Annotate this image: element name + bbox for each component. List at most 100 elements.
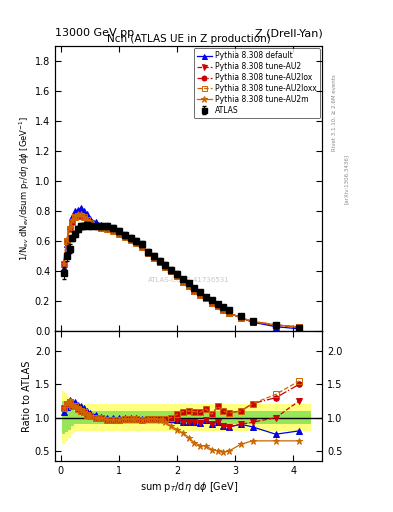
Pythia 8.308 default xyxy=(140,243,145,249)
Text: [arXiv:1306.3436]: [arXiv:1306.3436] xyxy=(344,154,349,204)
Pythia 8.308 tune-AU2m xyxy=(84,217,89,223)
Pythia 8.308 tune-AU2m xyxy=(128,237,133,243)
Text: Rivet 3.1.10, ≥ 2.6M events: Rivet 3.1.10, ≥ 2.6M events xyxy=(332,74,337,151)
Pythia 8.308 tune-AU2lox xyxy=(79,212,84,219)
Pythia 8.308 tune-AU2loxx xyxy=(180,279,185,285)
Pythia 8.308 tune-AU2lox xyxy=(204,295,208,301)
Pythia 8.308 tune-AU2lox xyxy=(122,233,127,240)
Pythia 8.308 default xyxy=(157,259,162,265)
Pythia 8.308 tune-AU2 xyxy=(169,268,174,274)
Pythia 8.308 tune-AU2 xyxy=(239,314,243,321)
Pythia 8.308 default xyxy=(122,232,127,238)
Pythia 8.308 tune-AU2m xyxy=(174,272,179,279)
Pythia 8.308 tune-AU2lox xyxy=(105,226,110,232)
Pythia 8.308 default xyxy=(215,303,220,309)
Pythia 8.308 tune-AU2m xyxy=(204,295,208,301)
Pythia 8.308 tune-AU2lox xyxy=(99,225,104,231)
Pythia 8.308 tune-AU2lox xyxy=(186,283,191,289)
Pythia 8.308 default xyxy=(239,314,243,321)
Pythia 8.308 tune-AU2m xyxy=(192,288,197,294)
Pythia 8.308 default xyxy=(93,219,98,225)
Pythia 8.308 tune-AU2m xyxy=(151,254,156,261)
Pythia 8.308 tune-AU2loxx xyxy=(79,212,84,219)
Pythia 8.308 tune-AU2lox xyxy=(192,288,197,294)
Pythia 8.308 tune-AU2 xyxy=(209,300,214,306)
Pythia 8.308 tune-AU2loxx xyxy=(204,295,208,301)
Pythia 8.308 tune-AU2loxx xyxy=(122,233,127,240)
Pythia 8.308 tune-AU2loxx xyxy=(146,250,151,256)
Pythia 8.308 tune-AU2loxx xyxy=(128,237,133,243)
Pythia 8.308 tune-AU2m xyxy=(105,226,110,232)
Pythia 8.308 tune-AU2lox xyxy=(134,240,139,246)
Pythia 8.308 tune-AU2loxx xyxy=(111,228,116,234)
Pythia 8.308 tune-AU2 xyxy=(84,217,89,223)
Pythia 8.308 tune-AU2m xyxy=(67,225,72,231)
Line: Pythia 8.308 tune-AU2m: Pythia 8.308 tune-AU2m xyxy=(60,210,303,331)
Pythia 8.308 tune-AU2lox xyxy=(180,279,185,285)
Pythia 8.308 tune-AU2m xyxy=(221,307,226,313)
Pythia 8.308 tune-AU2loxx xyxy=(93,223,98,229)
Pythia 8.308 tune-AU2lox xyxy=(67,226,72,232)
Pythia 8.308 default xyxy=(250,319,255,325)
Legend: Pythia 8.308 default, Pythia 8.308 tune-AU2, Pythia 8.308 tune-AU2lox, Pythia 8.: Pythia 8.308 default, Pythia 8.308 tune-… xyxy=(194,48,320,118)
Pythia 8.308 tune-AU2m xyxy=(70,217,75,223)
Pythia 8.308 default xyxy=(180,279,185,285)
Pythia 8.308 default xyxy=(79,205,84,211)
Pythia 8.308 tune-AU2m xyxy=(250,318,255,325)
Pythia 8.308 tune-AU2loxx xyxy=(227,310,231,316)
Pythia 8.308 tune-AU2 xyxy=(67,226,72,232)
Pythia 8.308 tune-AU2m xyxy=(88,220,92,226)
Pythia 8.308 default xyxy=(192,288,197,294)
Pythia 8.308 tune-AU2 xyxy=(146,250,151,256)
Pythia 8.308 tune-AU2lox xyxy=(198,292,203,298)
Pythia 8.308 tune-AU2 xyxy=(297,325,301,331)
Pythia 8.308 tune-AU2loxx xyxy=(117,230,121,237)
Pythia 8.308 tune-AU2m xyxy=(82,214,86,220)
Pythia 8.308 default xyxy=(274,324,278,330)
Pythia 8.308 tune-AU2lox xyxy=(93,223,98,229)
Pythia 8.308 tune-AU2m xyxy=(297,324,301,330)
Pythia 8.308 tune-AU2lox xyxy=(73,214,78,220)
Pythia 8.308 tune-AU2 xyxy=(192,288,197,294)
Pythia 8.308 tune-AU2lox xyxy=(111,228,116,234)
Pythia 8.308 tune-AU2lox xyxy=(88,220,92,226)
Pythia 8.308 default xyxy=(174,272,179,279)
Title: Nch (ATLAS UE in Z production): Nch (ATLAS UE in Z production) xyxy=(107,34,270,44)
Pythia 8.308 tune-AU2loxx xyxy=(209,300,214,306)
Pythia 8.308 tune-AU2 xyxy=(73,214,78,220)
Pythia 8.308 tune-AU2m xyxy=(157,259,162,265)
Pythia 8.308 tune-AU2loxx xyxy=(134,240,139,246)
Pythia 8.308 tune-AU2 xyxy=(274,322,278,328)
Pythia 8.308 tune-AU2 xyxy=(174,272,179,279)
Pythia 8.308 tune-AU2m xyxy=(274,322,278,328)
Pythia 8.308 tune-AU2loxx xyxy=(174,272,179,279)
Pythia 8.308 tune-AU2lox xyxy=(250,318,255,325)
Pythia 8.308 tune-AU2loxx xyxy=(163,264,168,270)
Pythia 8.308 tune-AU2 xyxy=(163,264,168,270)
Pythia 8.308 tune-AU2loxx xyxy=(140,244,145,250)
Pythia 8.308 tune-AU2m xyxy=(163,264,168,270)
Pythia 8.308 tune-AU2m xyxy=(76,211,81,217)
X-axis label: sum p$_T$/d$\eta$ d$\phi$ [GeV]: sum p$_T$/d$\eta$ d$\phi$ [GeV] xyxy=(140,480,238,494)
Pythia 8.308 default xyxy=(128,235,133,241)
Pythia 8.308 default xyxy=(82,208,86,214)
Pythia 8.308 tune-AU2loxx xyxy=(88,220,92,226)
Pythia 8.308 tune-AU2m xyxy=(134,240,139,246)
Pythia 8.308 tune-AU2lox xyxy=(76,212,81,219)
Pythia 8.308 tune-AU2 xyxy=(70,219,75,225)
Pythia 8.308 tune-AU2 xyxy=(88,220,92,226)
Line: Pythia 8.308 tune-AU2lox: Pythia 8.308 tune-AU2lox xyxy=(61,213,302,330)
Pythia 8.308 tune-AU2 xyxy=(128,237,133,243)
Pythia 8.308 tune-AU2lox xyxy=(209,300,214,306)
Y-axis label: 1/N$_{ev}$ dN$_{ev}$/dsum p$_T$/d$\eta$ d$\phi$ [GeV$^{-1}$]: 1/N$_{ev}$ dN$_{ev}$/dsum p$_T$/d$\eta$ … xyxy=(18,116,32,261)
Pythia 8.308 tune-AU2loxx xyxy=(84,217,89,223)
Pythia 8.308 tune-AU2 xyxy=(250,319,255,325)
Pythia 8.308 tune-AU2lox xyxy=(151,254,156,261)
Pythia 8.308 tune-AU2 xyxy=(215,303,220,309)
Pythia 8.308 tune-AU2m xyxy=(122,233,127,240)
Pythia 8.308 tune-AU2m xyxy=(186,283,191,289)
Pythia 8.308 tune-AU2m xyxy=(209,300,214,306)
Pythia 8.308 tune-AU2lox xyxy=(157,259,162,265)
Pythia 8.308 default xyxy=(84,211,89,217)
Pythia 8.308 default xyxy=(88,216,92,222)
